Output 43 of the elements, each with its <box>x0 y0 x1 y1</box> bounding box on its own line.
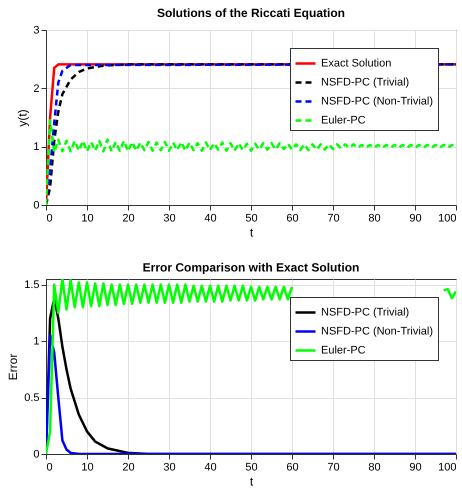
legend-label: NSFD-PC (Trivial) <box>321 306 410 318</box>
x-tick-label: 30 <box>163 212 176 224</box>
chart-title: Error Comparison with Exact Solution <box>142 260 360 275</box>
y-tick-label: 0 <box>33 448 40 460</box>
y-tick-label: 1 <box>33 336 40 348</box>
legend-label: NSFD-PC (Non-Trivial) <box>321 96 434 108</box>
y-tick-label: 3 <box>33 24 40 36</box>
y-tick-label: 2 <box>33 82 40 95</box>
y-tick-label: 0.5 <box>24 392 40 404</box>
x-tick-label: 40 <box>204 212 217 224</box>
x-tick-label: 60 <box>286 212 299 224</box>
legend-label: Euler-PC <box>321 344 366 356</box>
x-tick-label: 20 <box>122 212 135 224</box>
legend-label: Euler-PC <box>321 114 366 126</box>
x-tick-label: 80 <box>368 462 381 474</box>
x-tick-label: 10 <box>81 212 94 224</box>
x-tick-label: 80 <box>368 212 381 224</box>
x-tick-label: 0 <box>46 462 53 474</box>
x-tick-label: 30 <box>163 462 176 474</box>
x-axis-title: t <box>250 226 254 240</box>
x-tick-label: 40 <box>204 462 217 474</box>
y-tick-label: 1.5 <box>24 279 40 292</box>
x-tick-label: 100 <box>438 462 456 474</box>
x-tick-label: 100 <box>438 212 456 224</box>
x-axis-title: t <box>250 474 254 488</box>
x-tick-label: 90 <box>409 462 422 474</box>
x-tick-label: 10 <box>81 462 94 474</box>
legend-label: Exact Solution <box>321 58 392 70</box>
x-tick-label: 20 <box>122 462 135 474</box>
x-tick-label: 70 <box>327 212 340 224</box>
chart-title: Solutions of the Riccati Equation <box>156 6 346 20</box>
y-axis-title: Error <box>6 354 20 380</box>
x-tick-label: 50 <box>245 212 258 224</box>
y-axis-title: y(t) <box>15 109 30 127</box>
x-tick-label: 50 <box>245 462 258 474</box>
x-tick-label: 60 <box>286 462 299 474</box>
x-tick-label: 70 <box>327 462 340 474</box>
x-tick-label: 0 <box>46 212 53 224</box>
x-tick-label: 90 <box>409 212 422 224</box>
legend-label: NSFD-PC (Trivial) <box>321 76 410 88</box>
legend-label: NSFD-PC (Non-Trivial) <box>321 326 434 338</box>
y-tick-label: 0 <box>33 200 40 212</box>
y-tick-label: 1 <box>33 141 40 154</box>
